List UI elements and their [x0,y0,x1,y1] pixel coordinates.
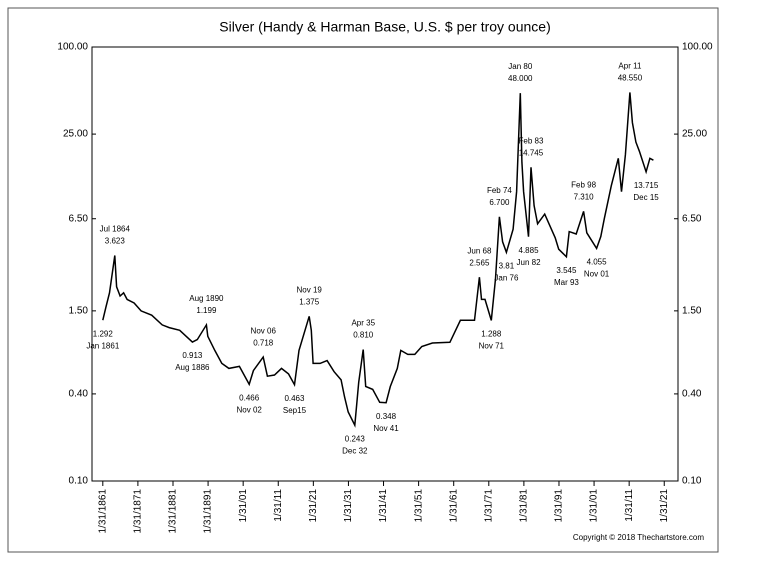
annotation-value: 0.243 [345,434,366,443]
annotation-date: Jun 68 [467,246,492,255]
annotation-date: Nov 01 [584,269,610,278]
chart-title: Silver (Handy & Harman Base, U.S. $ per … [219,19,550,35]
annotation-value: 0.810 [353,331,374,340]
annotation-date: Apr 11 [618,62,642,71]
annotation-date: Nov 06 [251,326,277,335]
annotation-date: Jan 80 [508,62,533,71]
y2-tick-label: 0.10 [682,476,702,487]
x-tick-label: 1/31/1881 [168,489,179,534]
annotation-value: 0.718 [253,338,274,347]
x-tick-label: 1/31/81 [519,489,530,523]
annotation-value: 4.885 [519,246,540,255]
annotation-value: 0.466 [239,393,260,402]
x-tick-label: 1/31/1861 [97,489,108,534]
annotation-value: 1.292 [93,329,114,338]
annotation-value: 48.000 [508,74,533,83]
x-tick-label: 1/31/1891 [203,489,214,534]
annotation-date: Feb 98 [571,180,596,189]
x-tick-label: 1/31/21 [659,489,670,523]
chart-border [7,7,719,553]
plot-frame [91,46,679,482]
y-tick-label: 6.50 [69,213,89,224]
annotation-value: 3.545 [556,266,577,275]
annotation-date: Mar 93 [554,278,579,287]
y-tick-label: 1.50 [69,305,89,316]
annotation-date: Nov 02 [237,405,263,414]
annotation-date: Aug 1886 [175,363,210,372]
annotation-value: 0.348 [376,412,397,421]
annotation-value: 3.623 [105,237,126,246]
y2-tick-label: 25.00 [682,129,707,140]
y2-tick-label: 1.50 [682,305,702,316]
annotation-date: Dec 15 [633,193,659,202]
annotation-date: Sep15 [283,406,307,415]
annotation-value: 48.550 [618,74,643,83]
annotation-value: 7.310 [574,192,595,201]
annotation-date: Aug 1890 [189,294,224,303]
x-tick-label: 1/31/31 [343,489,354,523]
annotation-date: Feb 83 [519,136,544,145]
annotation-date: Apr 35 [351,319,375,328]
y-tick-label: 100.00 [57,42,88,53]
y-tick-label: 0.10 [69,476,89,487]
annotation-date: Jan 76 [494,273,519,282]
x-tick-label: 1/31/61 [448,489,459,523]
y2-tick-label: 0.40 [682,389,702,400]
annotation-date: Jun 82 [517,258,542,267]
annotation-value: 6.700 [489,198,510,207]
annotation-value: 1.199 [196,306,217,315]
x-tick-label: 1/31/01 [589,489,600,523]
x-tick-label: 1/31/01 [238,489,249,523]
x-tick-label: 1/31/91 [554,489,565,523]
annotation-value: 14.745 [519,148,544,157]
y-tick-label: 0.40 [69,389,89,400]
x-tick-label: 1/31/21 [308,489,319,523]
annotation-value: 0.913 [182,351,203,360]
annotation-date: Nov 41 [373,424,399,433]
annotation-value: 1.288 [481,330,502,339]
annotation-date: Feb 74 [487,186,512,195]
x-tick-label: 1/31/11 [624,489,635,522]
y-tick-label: 25.00 [63,129,88,140]
annotation-date: Jan 1861 [86,341,119,350]
annotation-date: Nov 71 [479,342,505,351]
annotation-value: 13.715 [634,181,659,190]
annotation-value: 0.463 [284,394,305,403]
annotation-date: Nov 19 [297,285,323,294]
x-tick-label: 1/31/41 [378,489,389,523]
annotation-value: 1.375 [299,297,320,306]
x-tick-label: 1/31/11 [273,489,284,522]
annotation-date: Dec 32 [342,446,368,455]
x-tick-label: 1/31/51 [413,489,424,523]
x-tick-label: 1/31/1871 [133,489,144,534]
price-line [102,92,654,428]
copyright: Copyright © 2018 Thechartstore.com [573,533,704,542]
annotation-date: Jul 1864 [100,225,131,234]
annotation-value: 3.81 [499,261,515,270]
annotation-value: 4.055 [587,257,608,266]
annotation-value: 2.565 [469,258,490,267]
y2-tick-label: 100.00 [682,42,713,53]
y2-tick-label: 6.50 [682,213,702,224]
x-tick-label: 1/31/71 [483,489,494,523]
